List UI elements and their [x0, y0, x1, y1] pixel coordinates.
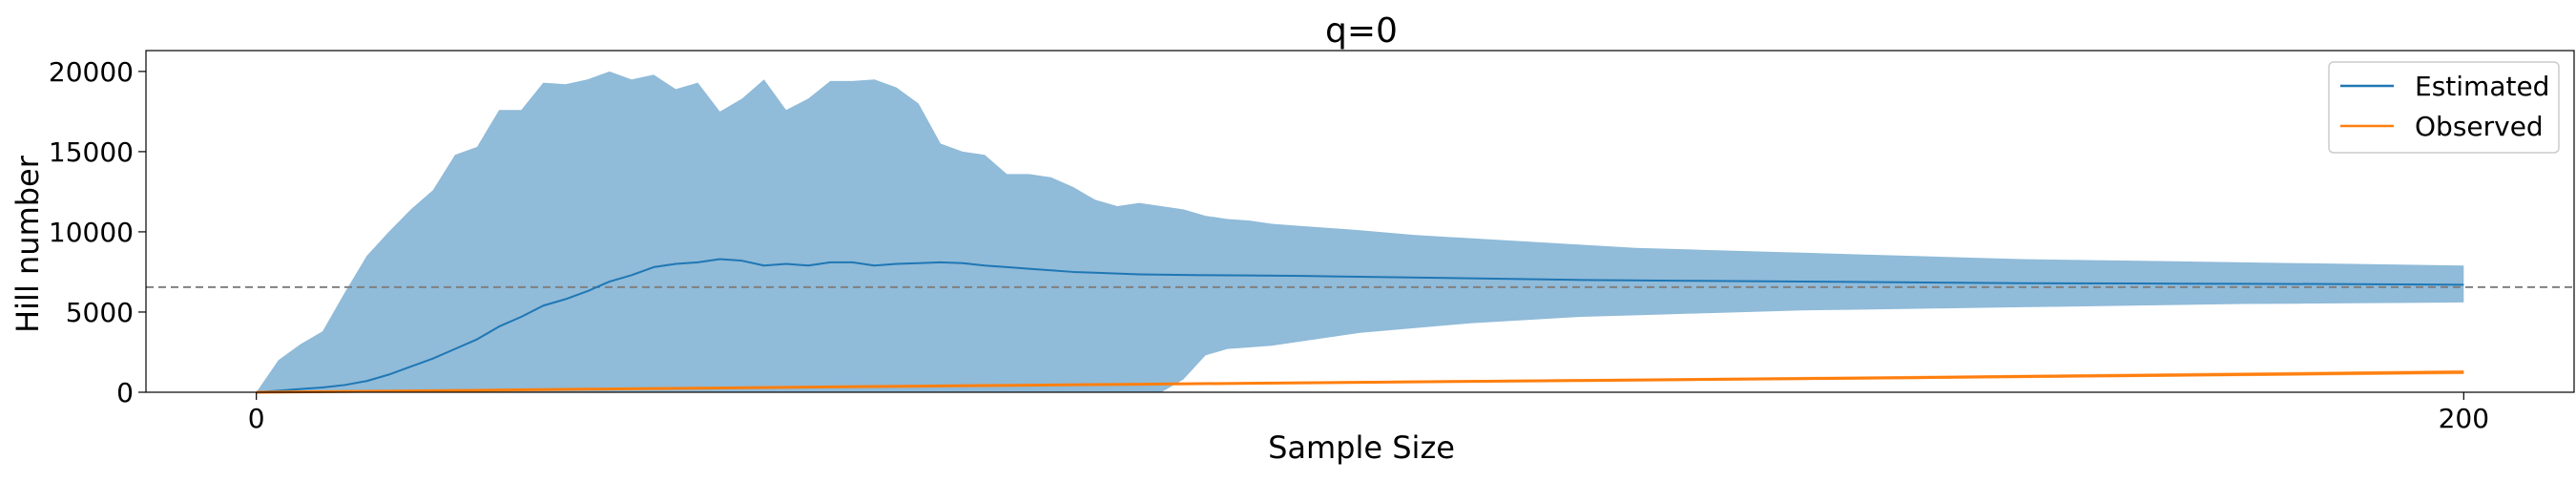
series-line-estimated	[256, 258, 2464, 393]
y-tick-label: 10000	[49, 217, 134, 248]
y-axis-label: Hill number	[10, 155, 46, 333]
estimated-confidence-band	[256, 71, 2464, 392]
chart-title: q=0	[1325, 11, 1398, 51]
y-tick-label: 5000	[66, 297, 134, 328]
legend-label-estimated: Estimated	[2415, 71, 2549, 102]
series-line-observed	[256, 370, 2464, 394]
y-axis: 0 5000 10000 15000 20000	[49, 56, 146, 408]
plot-area	[146, 71, 2574, 394]
y-tick-label: 20000	[49, 56, 134, 88]
x-axis-label: Sample Size	[1268, 429, 1455, 466]
x-tick-label: 0	[248, 403, 265, 434]
x-axis: 0 200	[248, 392, 2489, 434]
y-tick-label: 0	[116, 377, 134, 408]
legend-label-observed: Observed	[2415, 111, 2544, 142]
plot-frame	[145, 50, 2575, 393]
y-tick-label: 15000	[49, 136, 134, 168]
x-tick-label: 200	[2439, 403, 2489, 434]
legend: Estimated Observed	[2328, 61, 2560, 154]
